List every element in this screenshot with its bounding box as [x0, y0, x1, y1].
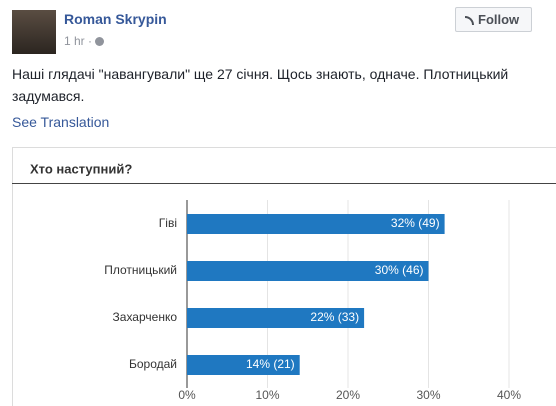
author[interactable]: Roman Skrypin — [64, 11, 167, 27]
chart-title: Хто наступний? — [30, 161, 132, 176]
follow-button[interactable]: Follow — [455, 7, 532, 32]
avatar[interactable] — [12, 10, 56, 54]
globe-icon — [95, 37, 105, 46]
follow-label: Follow — [478, 12, 520, 27]
x-tick-label: 10% — [255, 388, 279, 402]
value-label: 32% (49) — [391, 216, 440, 230]
value-label: 30% (46) — [375, 263, 424, 277]
time: 1 hr · — [64, 34, 93, 48]
timestamp[interactable]: 1 hr · — [64, 34, 105, 48]
value-label: 14% (21) — [246, 357, 295, 371]
post-text: Наші глядачі "навангували" ще 27 січня. … — [12, 66, 509, 82]
x-tick-label: 40% — [497, 388, 521, 402]
y-tick-label: Захарченко — [113, 310, 178, 324]
x-tick-label: 30% — [416, 388, 440, 402]
x-tick-label: 0% — [178, 388, 196, 402]
rss-icon — [465, 16, 474, 25]
bar — [187, 308, 365, 328]
x-tick-label: 20% — [336, 388, 360, 402]
see-translation[interactable]: See Translation — [12, 114, 110, 130]
bar — [187, 214, 445, 234]
bar — [187, 261, 429, 281]
post-text: задумався. — [12, 88, 85, 104]
y-tick-label: Плотницький — [104, 263, 177, 277]
y-tick-label: Гіві — [159, 216, 177, 230]
bar — [187, 355, 300, 375]
value-label: 22% (33) — [310, 310, 359, 324]
y-tick-label: Бородай — [129, 357, 177, 371]
